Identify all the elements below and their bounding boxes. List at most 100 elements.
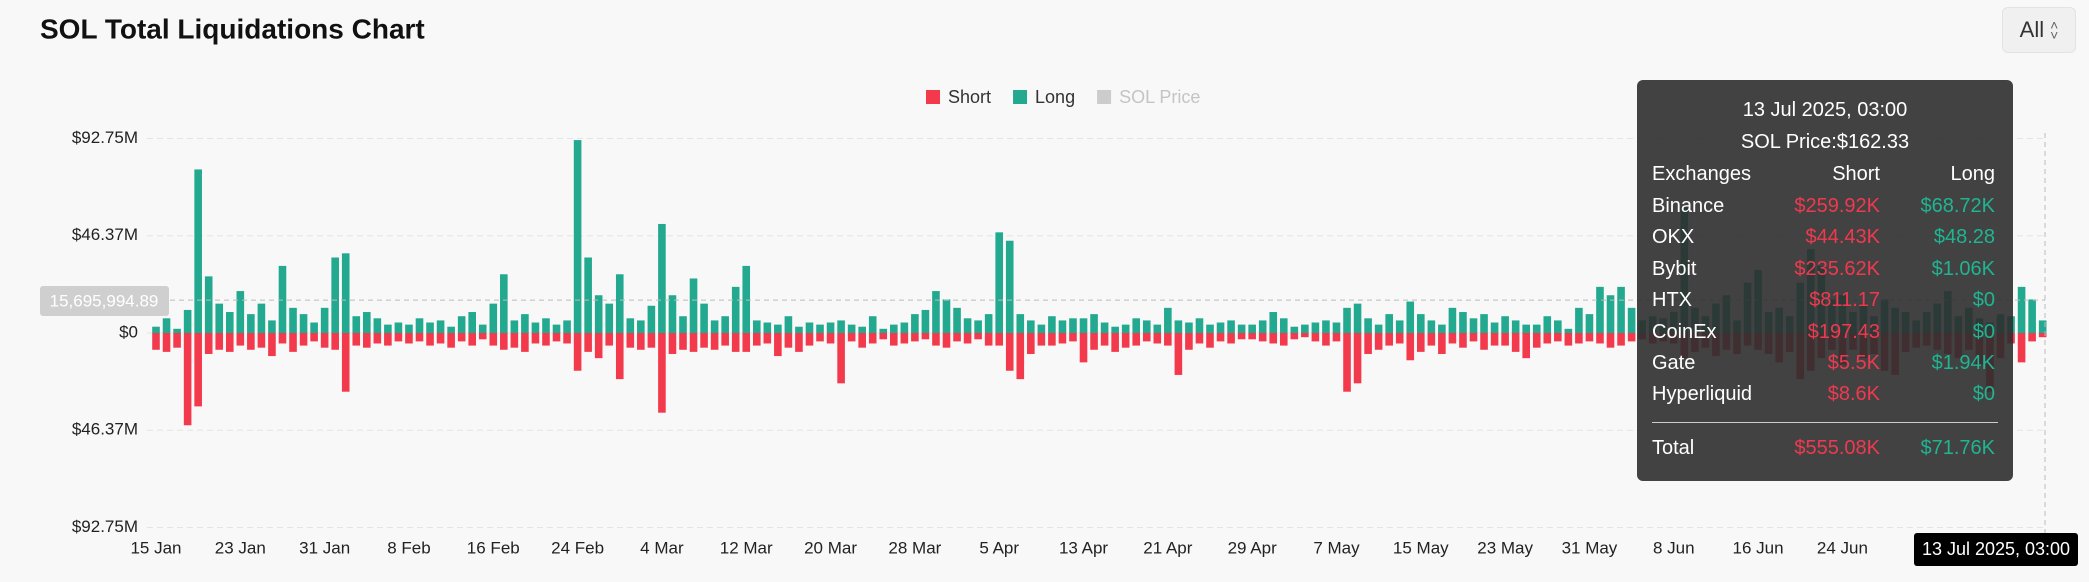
bar bbox=[1564, 328, 1573, 333]
bar bbox=[573, 333, 582, 371]
tooltip-row-cell: HTX bbox=[1652, 289, 1692, 312]
bar bbox=[468, 333, 476, 346]
bar bbox=[784, 333, 793, 348]
tooltip-total: Total $555.08K $71.76K bbox=[1652, 437, 1995, 467]
bar bbox=[900, 333, 909, 344]
tooltip-header-cell: Exchanges bbox=[1652, 163, 1751, 185]
bar bbox=[1164, 307, 1172, 333]
bar bbox=[900, 322, 909, 333]
bar bbox=[1206, 333, 1214, 348]
bar bbox=[510, 320, 519, 333]
bar bbox=[552, 324, 561, 333]
bar bbox=[710, 333, 719, 350]
bar bbox=[1279, 333, 1288, 346]
bar bbox=[310, 333, 318, 342]
bar bbox=[1459, 312, 1467, 333]
x-tick-label: 24 Feb bbox=[551, 538, 604, 557]
x-tick-label: 21 Apr bbox=[1143, 538, 1192, 557]
bar bbox=[1617, 286, 1625, 333]
bar bbox=[552, 333, 561, 342]
bar bbox=[384, 324, 392, 333]
bar bbox=[162, 333, 171, 352]
bar bbox=[1237, 333, 1246, 340]
bar bbox=[1111, 333, 1119, 352]
x-tick-label: 15 May bbox=[1393, 538, 1449, 557]
bar bbox=[1016, 333, 1025, 380]
crosshair-x-box bbox=[1914, 533, 2078, 566]
legend-item[interactable]: Long bbox=[1013, 87, 1075, 107]
bar bbox=[1417, 314, 1425, 333]
crosshair-x-label: 13 Jul 2025, 03:00 bbox=[1922, 539, 2070, 559]
bar bbox=[320, 333, 329, 348]
bar bbox=[679, 333, 687, 350]
bar bbox=[162, 318, 171, 333]
bar bbox=[1258, 320, 1267, 333]
bar bbox=[1374, 324, 1383, 333]
bar bbox=[1153, 324, 1162, 333]
x-tick-label: 8 Jun bbox=[1653, 538, 1695, 557]
x-tick-label: 23 May bbox=[1477, 538, 1533, 557]
x-tick-label: 15 Jan bbox=[130, 538, 181, 557]
bar bbox=[1575, 333, 1583, 344]
bar bbox=[763, 322, 772, 333]
bar bbox=[1490, 333, 1499, 346]
bar bbox=[752, 333, 761, 346]
bar bbox=[563, 320, 571, 333]
bar bbox=[1501, 316, 1509, 333]
bar bbox=[1132, 318, 1141, 333]
bar bbox=[1617, 333, 1625, 346]
bar bbox=[679, 316, 687, 333]
bar bbox=[1037, 324, 1046, 333]
bar bbox=[341, 253, 350, 333]
bar bbox=[1269, 333, 1278, 344]
bar bbox=[1058, 320, 1067, 333]
bar bbox=[826, 322, 835, 333]
bar bbox=[1142, 333, 1151, 342]
bar bbox=[436, 333, 445, 344]
range-selector[interactable]: All ˄ ˅ bbox=[2002, 7, 2076, 53]
tooltip-row-cell: Bybit bbox=[1652, 257, 1697, 280]
bar bbox=[247, 314, 255, 333]
x-tick-label: 28 Mar bbox=[888, 538, 941, 557]
bar bbox=[2028, 333, 2036, 342]
bar bbox=[2038, 320, 2047, 333]
bar bbox=[225, 333, 234, 352]
bar bbox=[1438, 324, 1446, 333]
bar bbox=[700, 333, 708, 348]
bar bbox=[1627, 307, 1636, 333]
bar bbox=[1185, 322, 1193, 333]
legend-item[interactable]: Short bbox=[926, 87, 991, 107]
tooltip-total-cell: Total bbox=[1652, 437, 1695, 459]
tooltip-row: Bybit $235.62K $1.06K bbox=[1652, 258, 1995, 288]
bar bbox=[974, 333, 982, 340]
bar bbox=[352, 316, 361, 333]
bar bbox=[647, 333, 656, 348]
bar bbox=[837, 320, 845, 333]
bar bbox=[1480, 314, 1488, 333]
bar bbox=[1311, 322, 1320, 333]
bar bbox=[668, 295, 677, 333]
bar bbox=[468, 312, 476, 333]
bar bbox=[278, 333, 287, 344]
bar bbox=[1554, 320, 1562, 333]
legend-label: Short bbox=[948, 87, 991, 107]
tooltip-row: HTX $811.17 $0 bbox=[1652, 289, 1995, 319]
bar bbox=[932, 291, 940, 333]
bar bbox=[1058, 333, 1067, 344]
bar bbox=[1195, 318, 1204, 333]
bar bbox=[236, 333, 245, 346]
bar bbox=[1554, 333, 1562, 342]
bar bbox=[194, 333, 202, 407]
bar bbox=[1279, 318, 1288, 333]
bar bbox=[489, 303, 498, 333]
bar bbox=[615, 333, 624, 380]
bar bbox=[1027, 333, 1035, 354]
bar bbox=[816, 333, 824, 342]
bar bbox=[1248, 333, 1256, 340]
bar bbox=[826, 333, 835, 344]
tooltip-row: CoinEx $197.43 $0 bbox=[1652, 321, 1995, 351]
bar bbox=[1511, 333, 1520, 352]
legend-item[interactable]: SOL Price bbox=[1097, 87, 1200, 107]
bar bbox=[932, 333, 940, 346]
